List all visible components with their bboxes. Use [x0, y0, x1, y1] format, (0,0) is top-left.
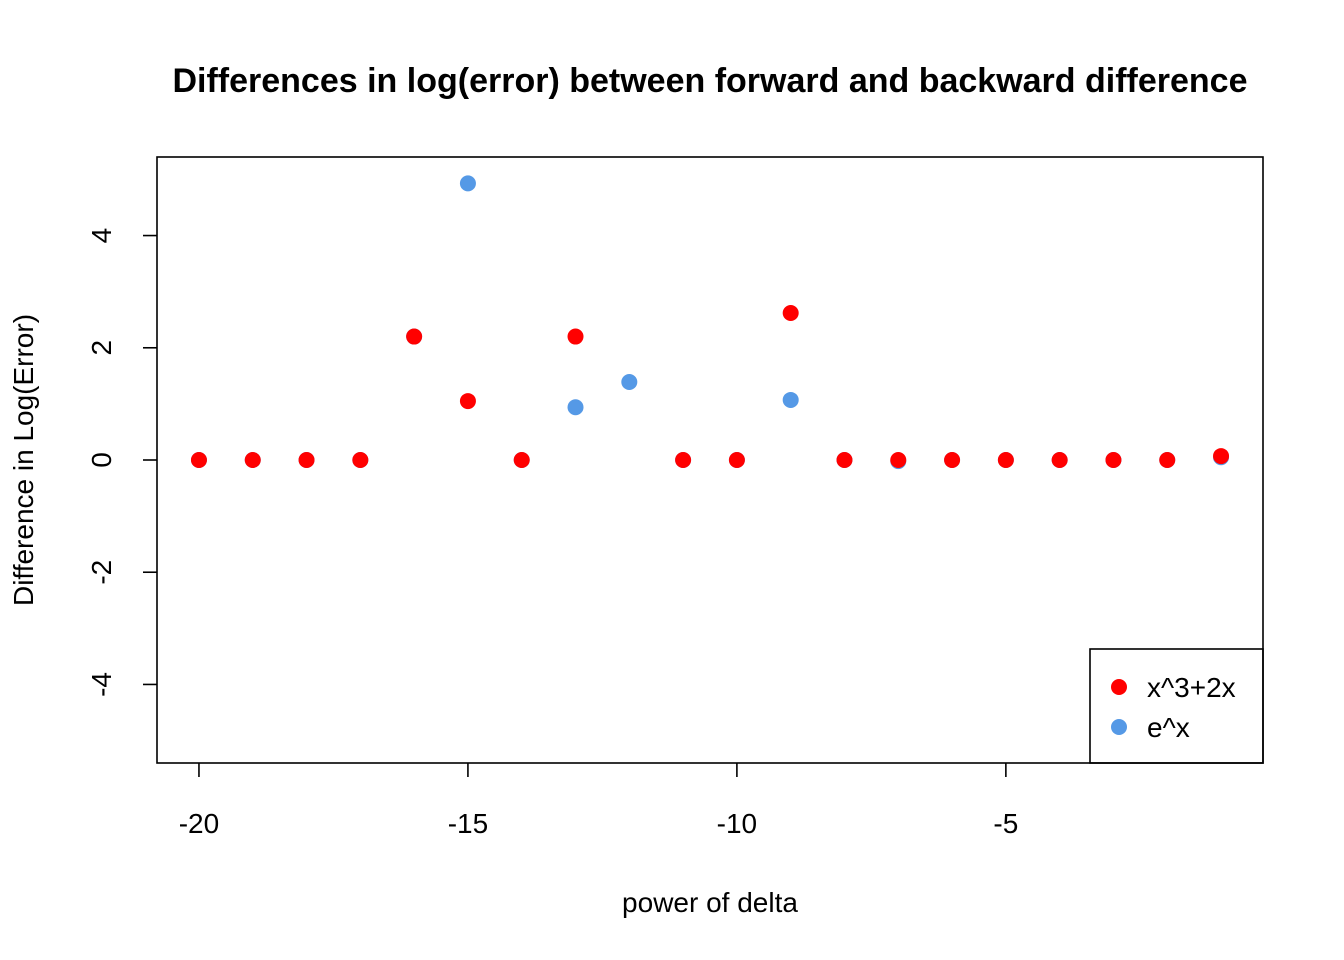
chart-title: Differences in log(error) between forwar…	[172, 62, 1247, 100]
point-series-1	[244, 452, 261, 468]
x-axis-label: power of delta	[622, 887, 798, 918]
point-series-1	[1213, 448, 1230, 465]
point-series-1	[298, 452, 315, 468]
y-tick-label: -2	[86, 560, 117, 585]
y-tick-label: 0	[86, 452, 117, 468]
point-series-1	[997, 452, 1014, 468]
y-tick-label: 4	[86, 228, 117, 244]
point-series-1	[675, 452, 692, 468]
point-series-1	[406, 328, 423, 345]
x-tick-label: -10	[717, 808, 757, 839]
y-axis-label: Difference in Log(Error)	[8, 314, 39, 606]
point-series-1	[782, 304, 799, 321]
legend-label: x^3+2x	[1147, 672, 1236, 703]
point-series-1	[890, 452, 907, 468]
point-series-1	[513, 452, 530, 468]
x-tick-label: -5	[993, 808, 1018, 839]
y-tick-label: -4	[86, 672, 117, 697]
legend-marker	[1111, 719, 1127, 735]
x-tick-label: -20	[179, 808, 219, 839]
data-points	[190, 175, 1230, 470]
plot-frame	[156, 156, 1264, 764]
legend-marker	[1111, 679, 1127, 695]
point-series-1	[944, 452, 961, 468]
point-series-1	[728, 452, 745, 468]
point-series-0	[567, 399, 584, 416]
point-series-1	[1105, 452, 1122, 468]
x-axis: -20 -15 -10 -5	[179, 763, 1018, 839]
x-tick-label: -15	[448, 808, 488, 839]
legend: x^3+2x e^x	[1089, 648, 1264, 764]
point-series-1	[836, 452, 853, 468]
point-series-1	[1159, 452, 1176, 468]
point-series-1	[459, 393, 476, 410]
legend-box	[1089, 648, 1264, 764]
y-tick-label: 2	[86, 340, 117, 356]
legend-label: e^x	[1147, 712, 1190, 743]
point-series-0	[782, 391, 799, 408]
point-series-1	[567, 328, 584, 345]
point-series-1	[190, 452, 207, 468]
y-axis: -4 -2 0 2 4	[86, 228, 157, 697]
point-series-0	[621, 374, 638, 391]
point-series-0	[459, 175, 476, 192]
point-series-1	[1051, 452, 1068, 468]
point-series-1	[352, 452, 369, 468]
